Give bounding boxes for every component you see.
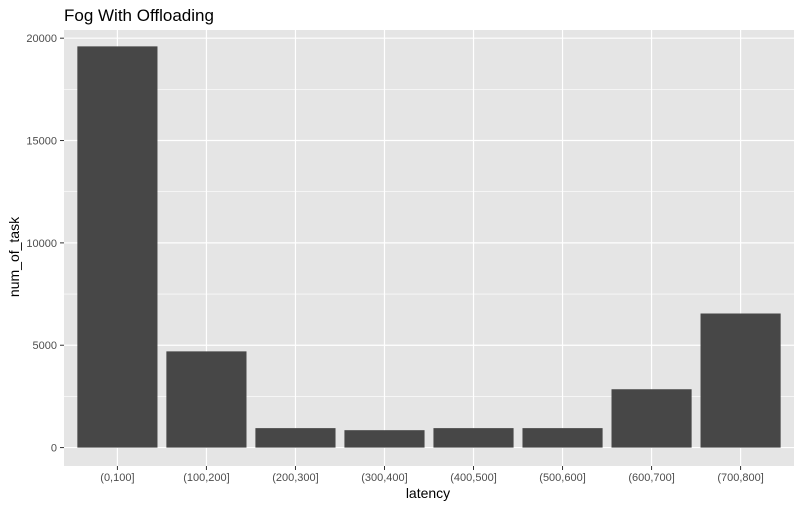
bars	[77, 46, 781, 448]
x-tick-label: (600,700]	[628, 472, 674, 484]
x-tick-label: (700,800]	[717, 472, 763, 484]
y-tick-label: 10000	[26, 238, 57, 250]
bar	[522, 428, 603, 448]
y-axis-label: num_of_task	[6, 216, 22, 297]
y-tick-label: 0	[51, 443, 57, 455]
bar	[77, 46, 158, 448]
x-axis: (0,100] (100,200] (200,300] (300,400] (400,5…	[100, 466, 764, 484]
bar	[344, 430, 425, 448]
x-tick-label: (400,500]	[450, 472, 496, 484]
y-tick-label: 15000	[26, 136, 57, 148]
y-tick-label: 5000	[33, 340, 57, 352]
x-tick-label: (300,400]	[361, 472, 407, 484]
bar	[611, 389, 692, 448]
bar	[700, 313, 781, 448]
x-tick-label: (0,100]	[100, 472, 134, 484]
y-tick-label: 20000	[26, 33, 57, 45]
chart-title: Fog With Offloading	[64, 6, 214, 25]
x-tick-label: (100,200]	[183, 472, 229, 484]
bar	[433, 428, 514, 448]
x-tick-label: (200,300]	[272, 472, 318, 484]
x-tick-label: (500,600]	[539, 472, 585, 484]
y-axis: 0 5000 10000 15000 20000	[26, 33, 64, 455]
bar	[255, 428, 336, 448]
bar	[166, 351, 247, 448]
x-axis-label: latency	[406, 485, 450, 501]
